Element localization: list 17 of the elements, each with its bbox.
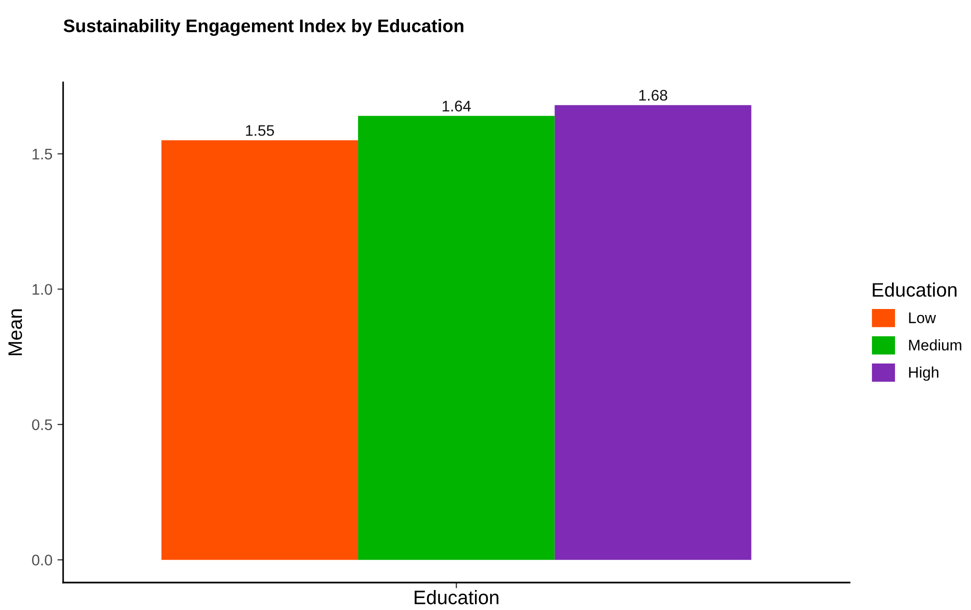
bar [358, 116, 555, 560]
bar [161, 140, 358, 560]
data-label: 1.64 [442, 100, 471, 112]
chart-title: Sustainability Engagement Index by Education [64, 18, 464, 36]
legend-label: High [909, 366, 938, 381]
y-tick-label: 1.5 [32, 148, 52, 160]
y-tick-label: 0.0 [32, 554, 52, 566]
y-tick-label: 1.0 [32, 284, 52, 295]
bar [554, 105, 752, 560]
legend-label: Medium [909, 339, 962, 350]
data-label: 1.55 [246, 125, 274, 136]
y-axis-title: Mean [8, 309, 22, 356]
x-axis-title: Education [414, 590, 498, 604]
legend-title: Education [872, 282, 956, 297]
y-tick-label: 0.5 [32, 419, 52, 430]
data-label: 1.68 [639, 90, 668, 101]
legend-label: Low [909, 312, 936, 324]
